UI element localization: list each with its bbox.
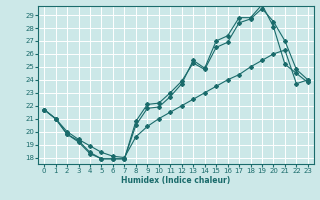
X-axis label: Humidex (Indice chaleur): Humidex (Indice chaleur) xyxy=(121,176,231,185)
